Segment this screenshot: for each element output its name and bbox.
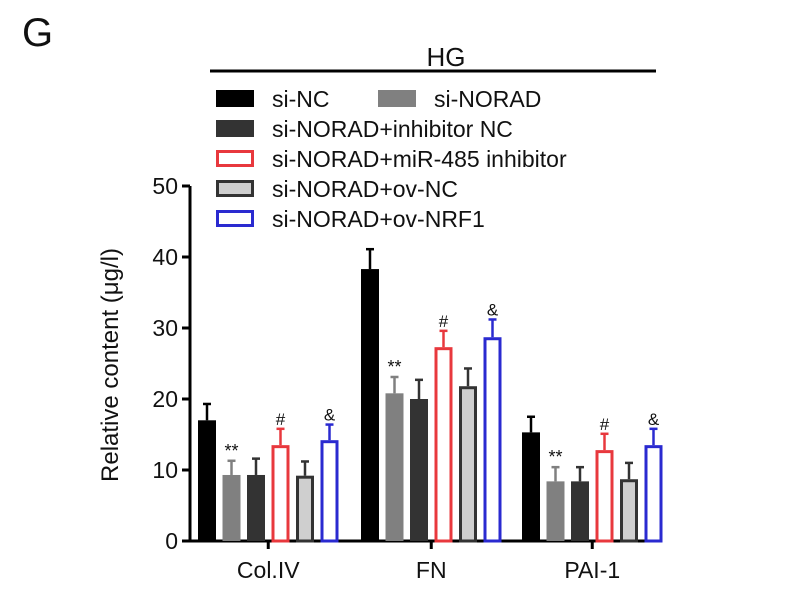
legend-swatch <box>216 90 254 107</box>
bar <box>644 445 663 543</box>
significance-mark: & <box>324 406 336 425</box>
y-tick-label: 30 <box>152 315 178 341</box>
legend-label: si-NC <box>272 86 330 112</box>
legend-label: si-NORAD+ov-NC <box>272 176 458 202</box>
y-tick-label: 20 <box>152 386 178 412</box>
bar <box>247 474 265 541</box>
axes: 0 10 20 30 40 50 Col.IV FN PAI-1 <box>152 173 662 583</box>
bar <box>459 386 477 543</box>
legend-label: si-NORAD+miR-485 inhibitor <box>272 146 567 172</box>
significance-mark: & <box>648 410 660 429</box>
x-tick-label: PAI-1 <box>564 557 620 583</box>
significance-mark: # <box>439 312 449 331</box>
y-tick-label: 10 <box>152 457 178 483</box>
legend-swatch <box>216 180 254 197</box>
bar <box>571 481 589 541</box>
bar <box>296 475 314 543</box>
bar <box>434 347 453 543</box>
legend-swatch <box>378 90 416 107</box>
panel-label: G <box>22 11 53 55</box>
legend-swatch <box>216 210 254 227</box>
bar <box>546 481 565 541</box>
legend: si-NC si-NORAD si-NORAD+inhibitor NC si-NOR… <box>216 86 567 232</box>
legend-label: si-NORAD+ov-NRF1 <box>272 206 485 232</box>
x-tick-label: Col.IV <box>237 557 300 583</box>
bar <box>483 337 502 543</box>
y-tick-label: 0 <box>165 528 178 554</box>
bar <box>522 432 540 541</box>
bar <box>410 399 428 541</box>
bar <box>271 445 290 543</box>
bar <box>620 479 638 543</box>
bar <box>320 440 339 543</box>
significance-mark: # <box>276 410 286 429</box>
significance-mark: ** <box>224 441 238 461</box>
bar <box>385 393 404 541</box>
significance-mark: ** <box>548 447 562 467</box>
y-axis-label: Relative content (μg/l) <box>97 248 124 482</box>
legend-swatch <box>216 150 254 167</box>
significance-mark: # <box>600 415 610 434</box>
legend-label: si-NORAD+inhibitor NC <box>272 116 513 142</box>
bar <box>361 269 379 541</box>
y-tick-label: 50 <box>152 173 178 199</box>
bar <box>595 450 614 543</box>
x-tick-label: FN <box>416 557 447 583</box>
significance-mark: ** <box>387 357 401 377</box>
y-tick-label: 40 <box>152 244 178 270</box>
legend-swatch <box>216 120 254 137</box>
bar <box>222 474 241 541</box>
chart-title: HG <box>427 42 466 72</box>
bars: ** # & ** # & ** # & <box>198 247 663 543</box>
legend-label: si-NORAD <box>434 86 541 112</box>
significance-mark: & <box>487 300 499 319</box>
bar <box>198 420 216 541</box>
